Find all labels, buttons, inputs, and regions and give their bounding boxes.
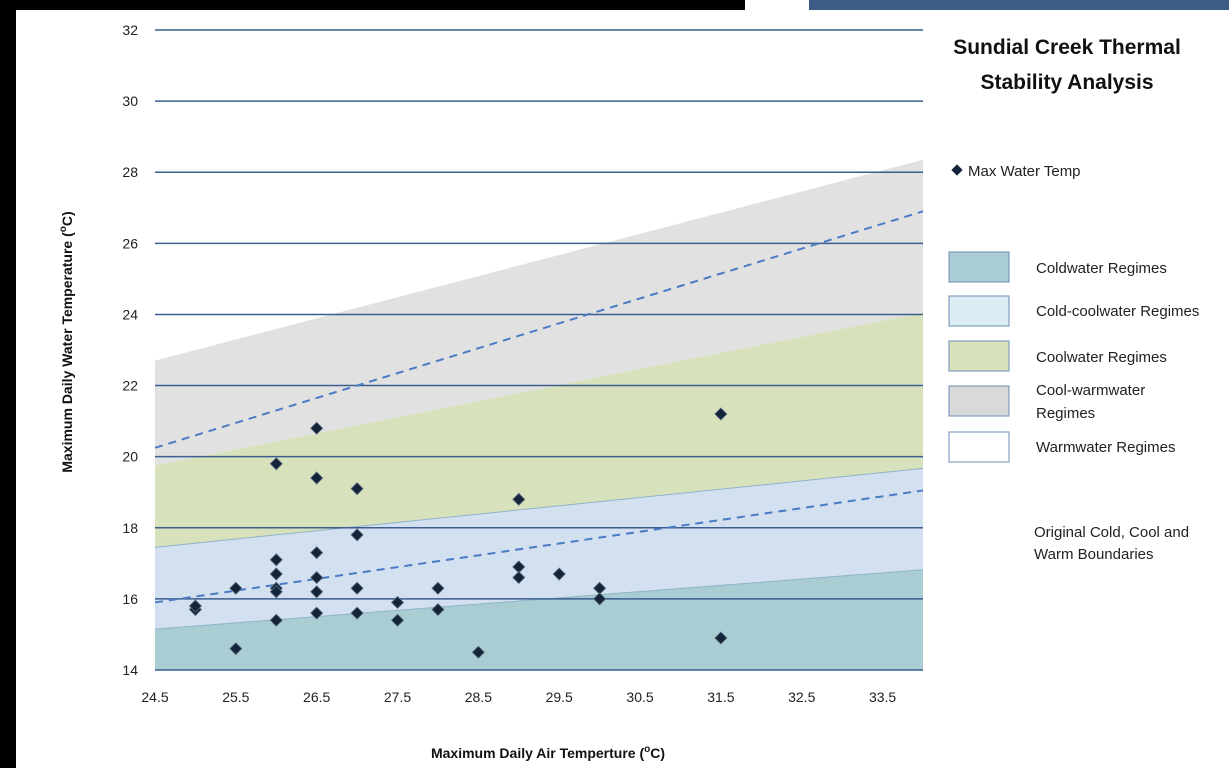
data-point — [512, 492, 526, 506]
legend-label-cold-coolwater: Cold-coolwater Regimes — [1036, 303, 1199, 320]
data-point — [714, 407, 728, 421]
x-tick-label: 28.5 — [465, 689, 492, 705]
y-tick-label: 28 — [122, 164, 138, 180]
data-point — [269, 553, 283, 567]
data-point — [269, 457, 283, 471]
legend-label-warmwater: Warmwater Regimes — [1036, 439, 1175, 456]
boundary-line-2 — [154, 210, 924, 449]
data-point — [350, 528, 364, 542]
data-point — [310, 606, 324, 620]
data-point — [188, 599, 202, 613]
x-tick-labels: 24.5 25.5 26.5 27.5 28.5 29.5 30.5 31.5 32.5 33.5 — [141, 689, 896, 705]
y-tick-label: 18 — [122, 520, 138, 536]
y-tick-label: 20 — [122, 449, 138, 465]
top-edge-strip-blue — [809, 0, 1229, 10]
data-point — [269, 613, 283, 627]
data-point — [714, 631, 728, 645]
legend-swatch-cool-warmwater — [948, 385, 1010, 417]
boundary-line-1 — [154, 489, 924, 604]
legend-label-boundaries-2: Warm Boundaries — [1034, 546, 1154, 563]
y-tick-labels: 14 16 18 20 22 24 26 28 30 32 — [122, 22, 138, 678]
y-tick-label: 26 — [122, 235, 138, 251]
x-tick-label: 33.5 — [869, 689, 896, 705]
data-point — [229, 581, 243, 595]
legend-swatch-cold-coolwater — [948, 295, 1010, 327]
original-boundaries — [154, 210, 924, 604]
chart-title: Sundial Creek Thermal Stability Analysis — [953, 36, 1181, 94]
band-edge — [154, 467, 924, 548]
legend-swatch-coolwater — [948, 340, 1010, 372]
legend-label-boundaries-1: Original Cold, Cool and — [1034, 524, 1189, 541]
data-point — [390, 595, 405, 610]
data-point — [350, 581, 364, 595]
data-point — [431, 581, 445, 595]
y-tick-label: 16 — [122, 591, 138, 607]
chart-title-line-1: Sundial Creek Thermal — [953, 36, 1181, 59]
data-point — [310, 546, 324, 560]
x-tick-label: 26.5 — [303, 689, 330, 705]
legend-label-cool-warmwater-2: Regimes — [1036, 405, 1095, 422]
chart-title-line-2: Stability Analysis — [980, 71, 1153, 94]
legend-swatch-warmwater — [948, 431, 1010, 463]
y-tick-label: 14 — [122, 662, 138, 678]
legend-label-coldwater: Coldwater Regimes — [1036, 260, 1167, 277]
x-tick-label: 31.5 — [707, 689, 734, 705]
x-tick-label: 32.5 — [788, 689, 815, 705]
data-point — [471, 645, 485, 659]
data-point — [229, 642, 243, 656]
band-coolwater — [155, 312, 923, 548]
legend-label-coolwater: Coolwater Regimes — [1036, 349, 1167, 366]
y-tick-label: 30 — [122, 93, 138, 109]
data-point — [310, 471, 324, 485]
data-point — [310, 570, 324, 585]
data-points — [188, 407, 728, 659]
y-tick-label: 22 — [122, 378, 138, 394]
top-edge-strip — [745, 0, 809, 10]
gridlines — [155, 29, 923, 671]
data-point — [552, 567, 566, 581]
data-point — [310, 421, 324, 435]
regime-bands — [154, 159, 924, 670]
legend-swatch-coldwater — [948, 251, 1010, 283]
data-point — [310, 585, 324, 599]
legend-label-cool-warmwater-1: Cool-warmwater — [1036, 382, 1145, 399]
data-point — [350, 606, 364, 620]
y-axis-title: Maximum Daily Water Temperature (oC) — [58, 211, 75, 472]
x-tick-label: 29.5 — [546, 689, 573, 705]
x-tick-label: 25.5 — [222, 689, 249, 705]
band-cold-coolwater — [155, 468, 923, 630]
legend: Max Water Temp Coldwater Regimes Cold-co… — [948, 163, 1199, 563]
band-coldwater — [155, 569, 923, 670]
x-axis-title: Maximum Daily Air Temperture (oC) — [431, 744, 665, 761]
legend-label-max-water-temp: Max Water Temp — [968, 163, 1081, 180]
x-tick-label: 24.5 — [141, 689, 168, 705]
data-point — [350, 482, 364, 496]
data-point — [269, 585, 283, 599]
legend-marker-diamond — [951, 164, 963, 176]
y-tick-label: 32 — [122, 22, 138, 38]
y-tick-label: 24 — [122, 306, 138, 322]
x-tick-label: 30.5 — [626, 689, 653, 705]
x-tick-label: 27.5 — [384, 689, 411, 705]
data-point — [512, 570, 526, 585]
data-point — [390, 613, 405, 627]
data-point — [269, 567, 283, 581]
data-point — [431, 602, 445, 617]
data-point — [593, 592, 607, 606]
